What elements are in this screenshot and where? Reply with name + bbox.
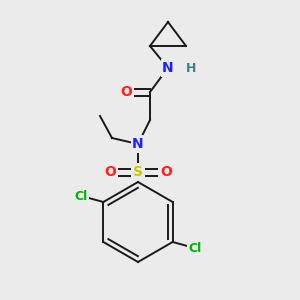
Text: N: N [132,137,144,151]
Text: S: S [133,165,143,179]
Text: O: O [104,165,116,179]
Text: N: N [162,61,174,75]
Text: O: O [160,165,172,179]
Text: H: H [186,61,196,74]
Text: Cl: Cl [188,242,201,254]
Text: O: O [120,85,132,99]
Text: Cl: Cl [75,190,88,202]
